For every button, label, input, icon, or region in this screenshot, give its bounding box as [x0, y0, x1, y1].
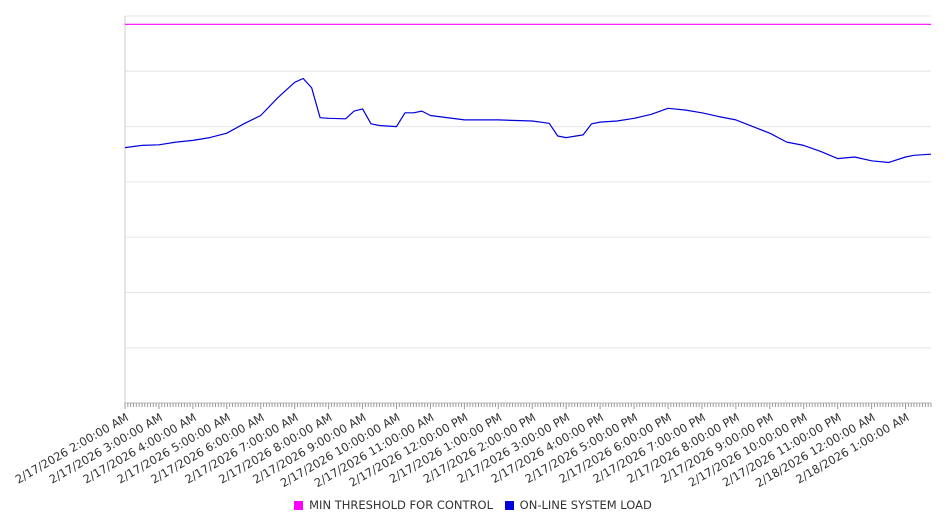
legend-item-threshold: MIN THRESHOLD FOR CONTROL [294, 498, 493, 512]
legend: MIN THRESHOLD FOR CONTROL ON-LINE SYSTEM… [0, 498, 946, 513]
series-line-load [124, 77, 932, 164]
legend-swatch-load [504, 500, 514, 510]
x-tick-labels: 2/17/2026 2:00:00 AM2/17/2026 3:00:00 AM… [13, 410, 912, 490]
legend-label-load: ON-LINE SYSTEM LOAD [519, 498, 652, 512]
legend-item-load: ON-LINE SYSTEM LOAD [504, 498, 652, 512]
legend-label-threshold: MIN THRESHOLD FOR CONTROL [309, 498, 494, 512]
series-lines [124, 23, 932, 164]
legend-swatch-threshold [294, 500, 304, 510]
x-axis [124, 16, 932, 409]
gridlines [125, 15, 931, 349]
line-chart: 2/17/2026 2:00:00 AM2/17/2026 3:00:00 AM… [13, 15, 932, 490]
